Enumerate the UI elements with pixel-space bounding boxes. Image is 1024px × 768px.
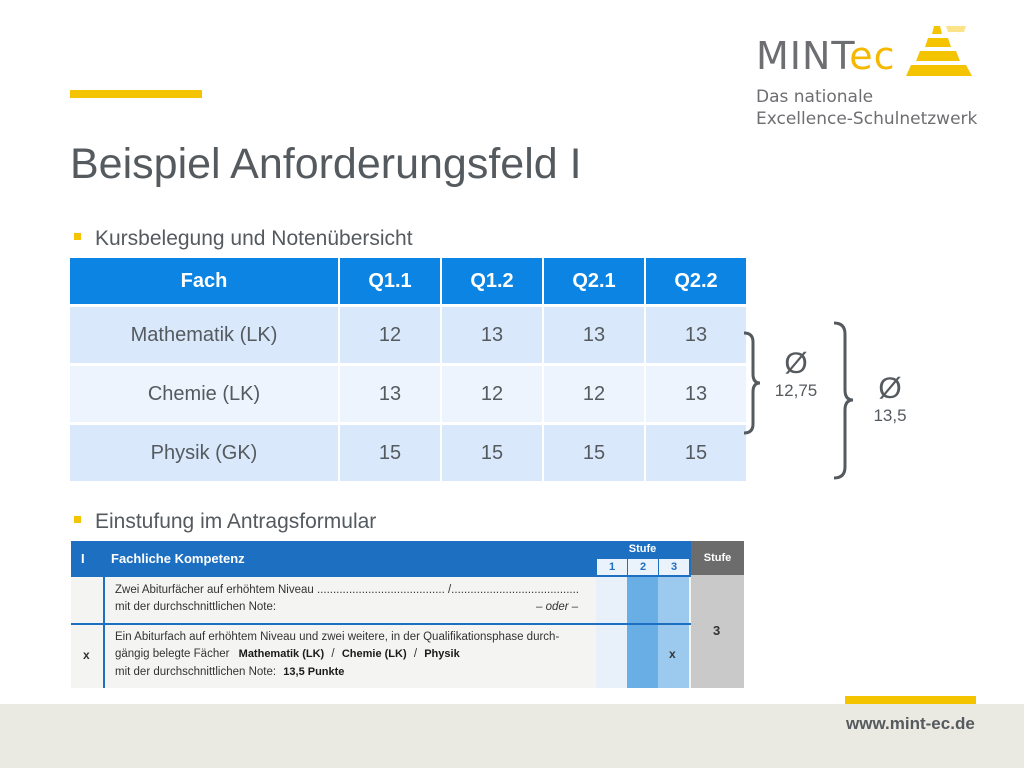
stufe-result-value: 3 (713, 623, 721, 638)
column-header: Q1.1 (339, 258, 442, 306)
stufe-column (596, 575, 627, 688)
grade-cell: 15 (339, 422, 442, 481)
column-header: Q2.2 (645, 258, 748, 306)
form-divider (71, 623, 691, 625)
table-row: Chemie (LK) 13 12 12 13 (70, 363, 748, 424)
stufe-number: 2 (627, 559, 658, 575)
mintec-logo: MINTec Das nationale Excellence-Schulnet… (756, 22, 986, 132)
column-header: Q2.1 (543, 258, 646, 306)
form-row1-line1: Zwei Abiturfächer auf erhöhtem Niveau ..… (115, 584, 579, 596)
stufe-result-column: Stufe 3 (691, 541, 744, 688)
form-section-header: I Fachliche Kompetenz (71, 541, 691, 575)
logo-subtitle: Das nationale Excellence-Schulnetzwerk (756, 87, 978, 129)
table-row: Mathematik (LK) 12 13 13 13 (70, 304, 748, 365)
inner-bracket-icon (743, 331, 761, 435)
grade-cell: 13 (645, 363, 748, 424)
form-row2-line1: Ein Abiturfach auf erhöhtem Niveau und z… (115, 631, 560, 643)
form-divider (103, 575, 105, 688)
grade-cell: 13 (645, 304, 748, 365)
section-title: Fachliche Kompetenz (111, 551, 245, 566)
form-row1-or: – oder – (536, 601, 579, 613)
stufe-number: 1 (596, 559, 627, 575)
row2-checkmark: x (83, 648, 90, 662)
outer-average: Ø 13,5 (873, 372, 907, 426)
column-header: Q1.2 (441, 258, 544, 306)
grade-cell: 15 (645, 422, 748, 481)
stufe-number: 3 (658, 559, 689, 575)
grade-cell: 12 (543, 363, 646, 424)
grade-cell: 15 (543, 422, 646, 481)
bullet-item: Einstufung im Antragsformular (74, 510, 376, 534)
accent-bar (70, 90, 202, 98)
stufe-column (627, 575, 658, 688)
grade-cell: 13 (543, 304, 646, 365)
stufe-column (658, 575, 689, 688)
grade-cell: 15 (441, 422, 544, 481)
subject-cell: Mathematik (LK) (70, 304, 340, 365)
form-row2-line3: mit der durchschnittlichen Note: 13,5 Pu… (115, 666, 345, 678)
grade-cell: 12 (441, 363, 544, 424)
grades-table: Fach Q1.1 Q1.2 Q2.1 Q2.2 Mathematik (LK)… (70, 258, 748, 481)
table-header-row: Fach Q1.1 Q1.2 Q2.1 Q2.2 (70, 258, 748, 306)
form-row2-line2: gängig belegte Fächer Mathematik (LK) / … (115, 648, 460, 660)
bullet-item: Kursbelegung und Notenübersicht (74, 227, 413, 251)
stufe-checkmark: x (669, 647, 676, 661)
footer-url: www.mint-ec.de (846, 714, 975, 733)
table-row: Physik (GK) 15 15 15 15 (70, 422, 748, 481)
outer-bracket-icon (833, 321, 854, 480)
footer-accent-bar (845, 696, 976, 704)
subject-cell: Physik (GK) (70, 422, 340, 481)
bullet-marker (74, 515, 81, 523)
grade-cell: 13 (441, 304, 544, 365)
footer (0, 704, 1024, 768)
logo-wordmark: MINTec (756, 34, 896, 78)
handwritten-note: 13,5 Punkte (283, 666, 345, 678)
form-divider (71, 575, 691, 577)
form-row1-line2: mit der durchschnittlichen Note: (115, 601, 277, 613)
slide-title: Beispiel Anforderungsfeld I (70, 140, 582, 188)
pyramid-logo-icon (906, 26, 972, 76)
section-number: I (81, 551, 85, 566)
stufe-header: Stufe 1 2 3 (596, 541, 689, 575)
inner-average: Ø 12,75 (774, 347, 818, 401)
grade-cell: 13 (339, 363, 442, 424)
subject-cell: Chemie (LK) (70, 363, 340, 424)
handwritten-subject: Physik (424, 648, 460, 660)
grade-cell: 12 (339, 304, 442, 365)
column-header: Fach (70, 258, 340, 306)
bullet-marker (74, 232, 81, 240)
application-form-excerpt: I Fachliche Kompetenz Stufe 1 2 3 Stufe … (71, 541, 744, 688)
handwritten-subject: Mathematik (LK) (238, 648, 325, 660)
handwritten-subject: Chemie (LK) (341, 648, 407, 660)
